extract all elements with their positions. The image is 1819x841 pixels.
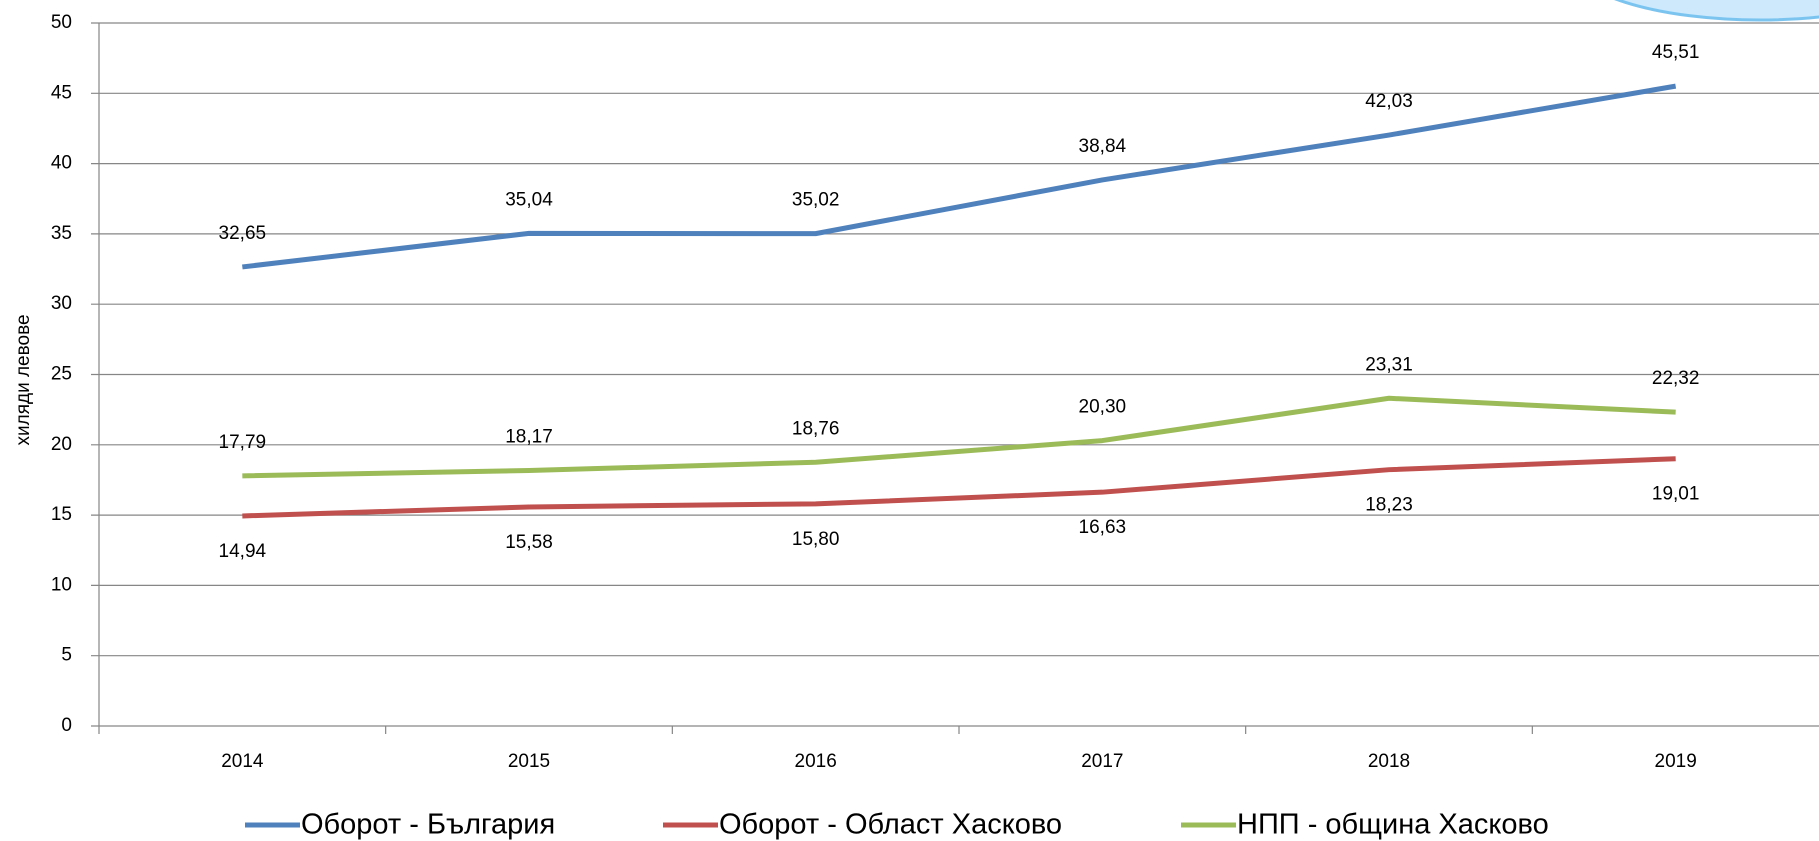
y-axis-label: хиляди левове <box>13 314 34 445</box>
data-label: 42,03 <box>1365 91 1413 112</box>
data-label: 14,94 <box>219 541 267 562</box>
data-label: 45,51 <box>1652 42 1700 63</box>
y-tick-label: 30 <box>51 293 72 314</box>
data-label: 35,02 <box>792 190 840 211</box>
x-tick-label: 2018 <box>1368 751 1410 772</box>
data-label: 20,30 <box>1079 397 1127 418</box>
legend-text: Оборот - Област Хасково <box>719 809 1062 841</box>
y-tick-label: 15 <box>51 504 72 525</box>
x-tick-label: 2016 <box>795 751 837 772</box>
data-label: 16,63 <box>1079 517 1127 538</box>
y-tick-label: 5 <box>61 645 72 666</box>
x-tick-label: 2019 <box>1655 751 1697 772</box>
x-tick-label: 2017 <box>1081 751 1123 772</box>
line <box>242 83 1677 270</box>
data-label: 32,65 <box>219 223 267 244</box>
data-label: 18,17 <box>505 427 553 448</box>
y-tick-label: 25 <box>51 364 72 385</box>
data-label: 18,76 <box>792 418 840 439</box>
line <box>242 456 1676 519</box>
legend-text: Оборот - България <box>301 809 555 841</box>
x-tick-label: 2015 <box>508 751 550 772</box>
y-tick-label: 10 <box>51 574 72 595</box>
data-label: 35,04 <box>505 189 553 210</box>
x-tick-label: 2014 <box>221 751 264 772</box>
y-tick-label: 40 <box>51 153 72 174</box>
y-tick-label: 20 <box>51 434 72 455</box>
y-tick-label: 35 <box>51 223 72 244</box>
data-label: 22,32 <box>1652 368 1700 389</box>
data-label: 23,31 <box>1365 354 1413 375</box>
y-tick-label: 45 <box>51 82 72 103</box>
data-label: 38,84 <box>1079 136 1127 157</box>
data-label: 18,23 <box>1365 495 1413 516</box>
data-label: 15,58 <box>505 532 553 553</box>
data-label: 17,79 <box>219 432 267 453</box>
line <box>242 395 1676 479</box>
decoration <box>1614 0 1819 22</box>
data-label: 19,01 <box>1652 484 1700 505</box>
y-tick-label: 0 <box>61 715 72 736</box>
y-tick-label: 50 <box>51 12 72 33</box>
legend-text: НПП - община Хасково <box>1237 809 1549 841</box>
data-label: 15,80 <box>792 529 840 550</box>
